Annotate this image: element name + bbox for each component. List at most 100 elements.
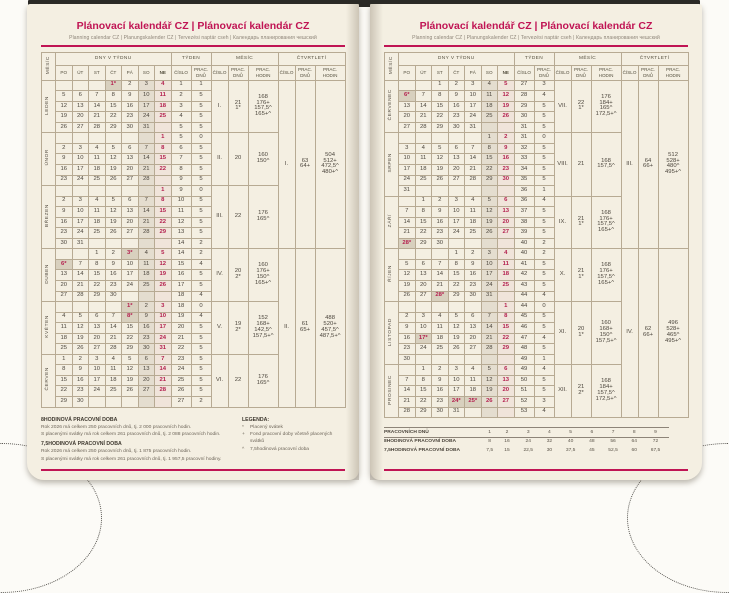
week-row: 25 26 27 28 29 30 31 22 5 bbox=[42, 343, 346, 355]
week-number-cell: 13 bbox=[170, 227, 192, 239]
hours-value-cell: 24 bbox=[525, 439, 531, 445]
day-cell: 7 bbox=[464, 142, 482, 155]
day-cell: 27 bbox=[464, 343, 482, 355]
week-workdays-cell: 5 bbox=[190, 280, 212, 292]
day-cell bbox=[71, 79, 89, 92]
day-cell: 1 bbox=[414, 364, 432, 376]
week-workdays-cell: 5 bbox=[190, 195, 212, 208]
day-cell: 7 bbox=[137, 195, 155, 208]
day-column-header: NE bbox=[497, 64, 515, 81]
day-cell: 16 bbox=[104, 269, 122, 281]
month-number-cell: IX. bbox=[553, 195, 572, 250]
week-number-cell: 41 bbox=[513, 258, 535, 271]
week-workdays-cell: 5 bbox=[533, 322, 555, 334]
day-cell bbox=[480, 121, 498, 134]
week-workdays-cell: 4 bbox=[533, 290, 555, 303]
day-cell: 2 bbox=[55, 142, 73, 155]
day-cell: 25 bbox=[55, 343, 73, 355]
hours-value-cell: 45 bbox=[589, 448, 595, 454]
day-cell bbox=[431, 185, 449, 197]
day-cell: 21 bbox=[480, 332, 498, 345]
month-hours-cell: 152 168+ 142,5^ 157,5+^ bbox=[247, 301, 279, 355]
day-cell: 24 bbox=[154, 332, 172, 345]
day-cell: 29 bbox=[55, 396, 73, 408]
week-workdays-cell: 5 bbox=[533, 142, 555, 155]
week-number-cell: 7 bbox=[170, 153, 192, 165]
day-cell: 28 bbox=[137, 227, 155, 239]
day-cell: 6 bbox=[497, 364, 515, 376]
day-cell: 15 bbox=[55, 374, 73, 387]
quarter-number-cell: I. bbox=[277, 79, 296, 250]
day-cell: 17 bbox=[447, 216, 465, 229]
day-cell: 31 bbox=[480, 290, 498, 303]
day-cell bbox=[497, 237, 515, 250]
month-name-label: PROSINEC bbox=[388, 374, 394, 405]
week-workdays-cell: 5 bbox=[190, 343, 212, 355]
day-cell: 18 bbox=[55, 332, 73, 345]
week-row: 16 17 18 19 20 21 22 8 5 bbox=[42, 163, 346, 176]
week-number-cell: 45 bbox=[513, 311, 535, 324]
month-name-cell: LEDEN bbox=[41, 79, 56, 134]
day-cell: 21 bbox=[137, 216, 155, 229]
day-cell: 21 bbox=[154, 374, 172, 387]
week-number-cell: 17 bbox=[170, 280, 192, 292]
day-cell: 18 bbox=[137, 269, 155, 281]
day-cell: 18 bbox=[88, 216, 106, 229]
day-cell: 16 bbox=[71, 374, 89, 387]
legend-title: LEGENDA: bbox=[242, 416, 270, 423]
month-name-label: ČERVENEC bbox=[388, 89, 394, 121]
month-workdays-cell: 20 bbox=[227, 132, 249, 187]
day-cell: 7 bbox=[137, 142, 155, 155]
day-cell: 20 bbox=[121, 163, 139, 176]
week-workdays-cell: 5 bbox=[533, 163, 555, 176]
week-row: 30 31 14 2 bbox=[42, 237, 346, 250]
month-number-cell: XI. bbox=[553, 301, 572, 366]
page-title: Plánovací kalendář CZ | Plánovací kalend… bbox=[76, 20, 310, 32]
day-cell: 26 bbox=[497, 111, 515, 123]
day-cell: 5 bbox=[154, 248, 172, 260]
day-cell: 21 bbox=[137, 163, 155, 176]
day-cell bbox=[431, 301, 449, 313]
month-name-label: LEDEN bbox=[45, 95, 51, 115]
month-name-cell: ZÁŘÍ bbox=[384, 195, 399, 250]
day-cell: 7 bbox=[104, 311, 122, 324]
day-cell: 3 bbox=[464, 79, 482, 92]
summary-line: S placenými svátky má rok celkem 261 pra… bbox=[41, 456, 222, 462]
day-cell: 30 bbox=[137, 343, 155, 355]
month-column-header: MĚSÍC bbox=[384, 51, 399, 81]
week-number-cell: 10 bbox=[170, 195, 192, 208]
day-cell: 22 bbox=[104, 111, 122, 123]
day-cell: 20 bbox=[88, 332, 106, 345]
quarter-hours-cell: 488 520+ 457,5^ 487,5+^ bbox=[314, 248, 346, 408]
month-workdays-header: PRAC. DNŮ bbox=[227, 64, 249, 81]
day-cell: 10 bbox=[414, 322, 432, 334]
day-cell: 5 bbox=[104, 142, 122, 155]
month-name-cell: KVĚTEN bbox=[41, 301, 56, 355]
summary-line: Rok 2026 má celkem 250 pracovních dnů, t… bbox=[41, 424, 192, 430]
week-number-cell: 23 bbox=[170, 353, 192, 366]
week-number-cell: 35 bbox=[513, 174, 535, 187]
day-cell: 20 bbox=[497, 216, 515, 229]
footer-summary: 8HODINOVÁ PRACOVNÍ DOBA Rok 2026 má celk… bbox=[41, 414, 345, 463]
footer-legend: LEGENDA: * Placený svátek + Fond pracovn… bbox=[242, 414, 334, 463]
day-cell: 7 bbox=[88, 90, 106, 102]
month-name-label: ČERVEN bbox=[45, 367, 51, 391]
hours-value-cell: 64 bbox=[631, 439, 637, 445]
week-workdays-cell: 5 bbox=[533, 227, 555, 239]
week-row: BŘEZEN 1 9 0 III. 22 176 165^ bbox=[41, 185, 346, 250]
week-workdays-cell: 5 bbox=[533, 280, 555, 292]
day-cell: 11 bbox=[414, 153, 432, 165]
day-cell: 25 bbox=[104, 385, 122, 397]
day-cell: 22 bbox=[154, 216, 172, 229]
week-row: 23 24 25 26 27 28 29 48 5 bbox=[385, 343, 689, 355]
week-workdays-cell: 5 bbox=[533, 343, 555, 355]
week-row: 15 16 17 18 19 20 21 25 5 bbox=[42, 374, 346, 387]
week-number-cell: 31 bbox=[513, 132, 535, 144]
day-column-header: PÁ bbox=[464, 64, 482, 81]
day-cell bbox=[480, 301, 498, 313]
day-cell: 12 bbox=[398, 269, 416, 281]
quarter-workdays-cell: 61 65+ bbox=[294, 248, 316, 408]
month-number-cell: X. bbox=[553, 248, 572, 303]
day-cell bbox=[137, 237, 155, 250]
day-cell: 19 bbox=[447, 332, 465, 345]
